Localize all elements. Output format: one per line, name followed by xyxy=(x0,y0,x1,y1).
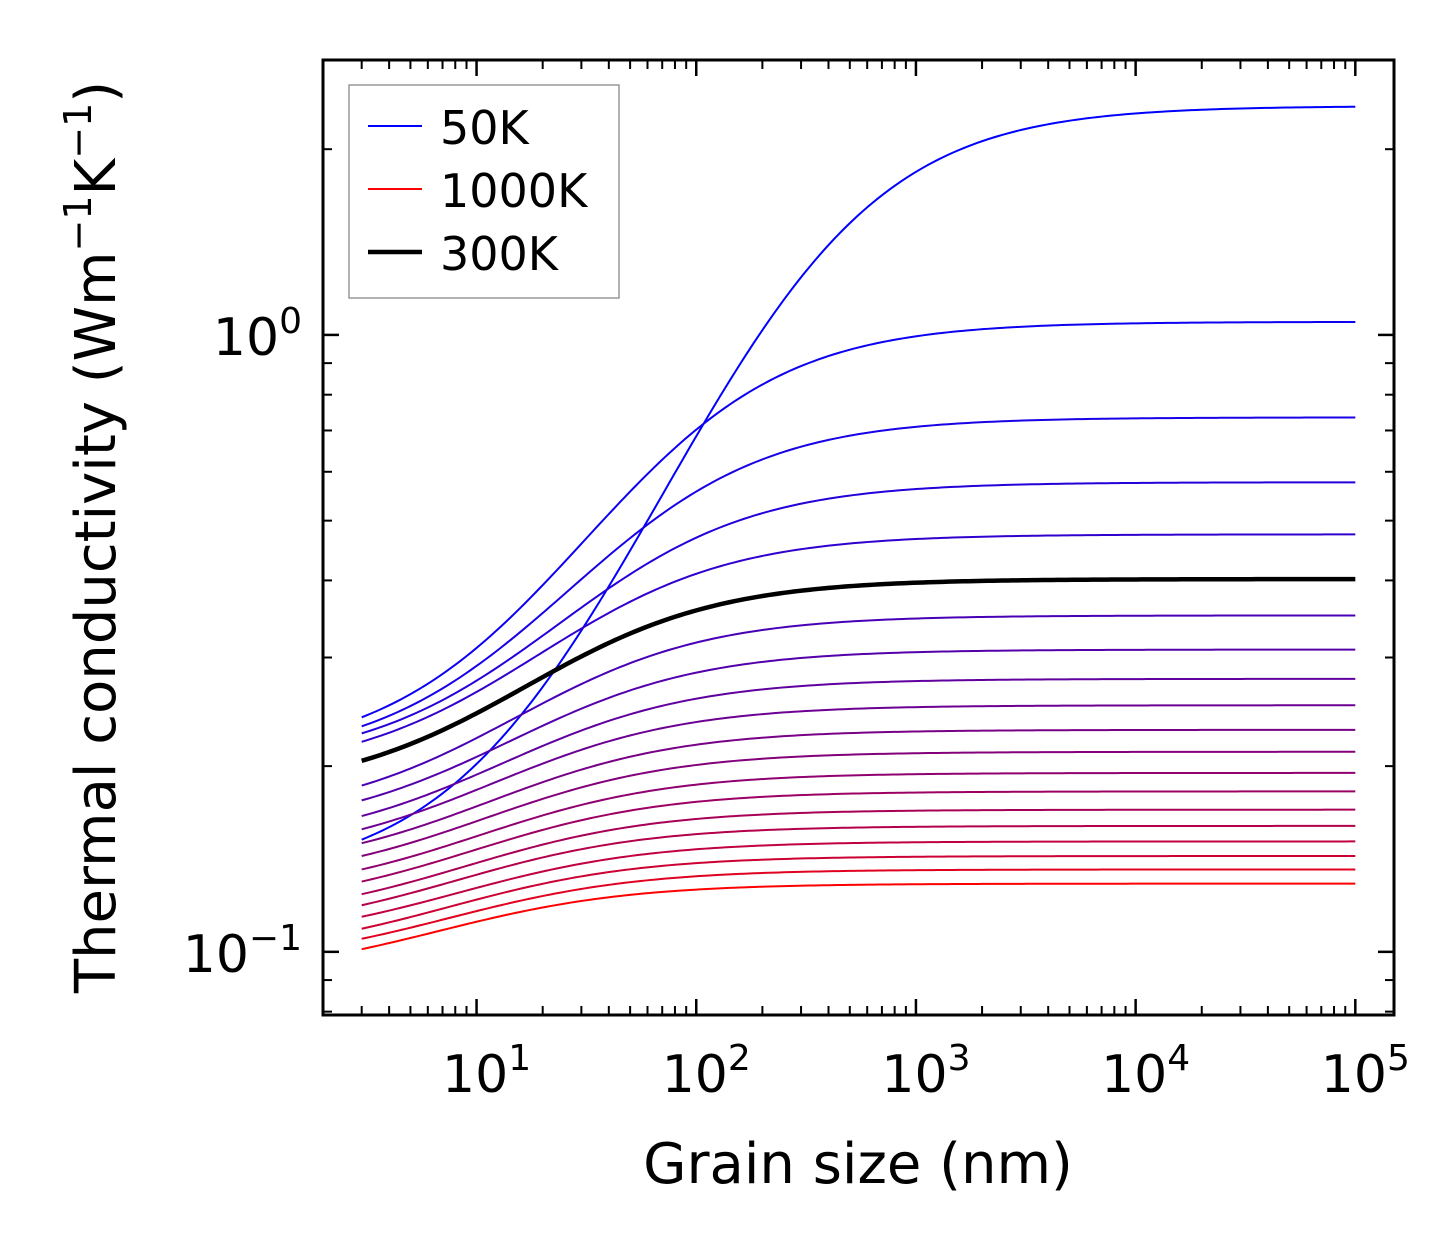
series-line-950k xyxy=(361,868,1356,940)
series-line-700k xyxy=(361,790,1356,883)
legend-box xyxy=(348,84,620,299)
series-line-250k xyxy=(361,533,1356,743)
series-line-450k xyxy=(361,677,1356,818)
legend-label-300k: 300K xyxy=(440,227,560,281)
x-tick-label-5: 105 xyxy=(1321,1038,1410,1105)
legend-label-50k: 50K xyxy=(440,101,531,155)
series-lines xyxy=(361,105,1356,951)
series-line-150k xyxy=(361,416,1356,728)
series-line-750k xyxy=(361,808,1356,896)
series-line-500k xyxy=(361,704,1356,831)
y-tick-label-0: 100 xyxy=(213,301,302,368)
series-line-50k xyxy=(361,105,1356,841)
series-line-550k xyxy=(361,728,1356,845)
legend-label-1000k: 1000K xyxy=(440,164,589,218)
series-line-800k xyxy=(361,824,1356,907)
series-line-600k xyxy=(361,750,1356,857)
series-line-900k xyxy=(361,855,1356,930)
legend: 50K 1000K 300K xyxy=(348,84,620,299)
series-line-1000k xyxy=(361,882,1356,951)
series-line-300k xyxy=(361,576,1356,763)
x-tick-label-1: 101 xyxy=(442,1038,531,1105)
x-tick-label-2: 102 xyxy=(662,1038,751,1105)
y-axis-label: Thermal conductivity (Wm−1K−1) xyxy=(56,81,129,994)
tick-labels: 101 102 103 104 105 10−1 100 xyxy=(183,301,1410,1105)
y-axis-label-mid: K xyxy=(64,157,129,195)
plot-frame xyxy=(321,58,1396,1017)
y-axis-label-exp1: −1 xyxy=(56,195,100,251)
series-line-200k xyxy=(361,481,1356,735)
x-tick-label-4: 104 xyxy=(1101,1038,1190,1105)
x-axis-label: Grain size (nm) xyxy=(643,1132,1073,1197)
y-tick-label-neg1: 10−1 xyxy=(183,918,302,985)
y-axis-label-main: Thermal conductivity (Wm xyxy=(64,251,129,994)
series-line-850k xyxy=(361,840,1356,918)
x-tick-label-3: 103 xyxy=(881,1038,970,1105)
y-axis-label-end: ) xyxy=(64,81,129,103)
series-line-350k xyxy=(361,614,1356,787)
series-line-100k xyxy=(361,320,1356,719)
y-axis-label-exp2: −1 xyxy=(56,103,100,159)
series-line-400k xyxy=(361,648,1356,802)
series-line-650k xyxy=(361,771,1356,871)
